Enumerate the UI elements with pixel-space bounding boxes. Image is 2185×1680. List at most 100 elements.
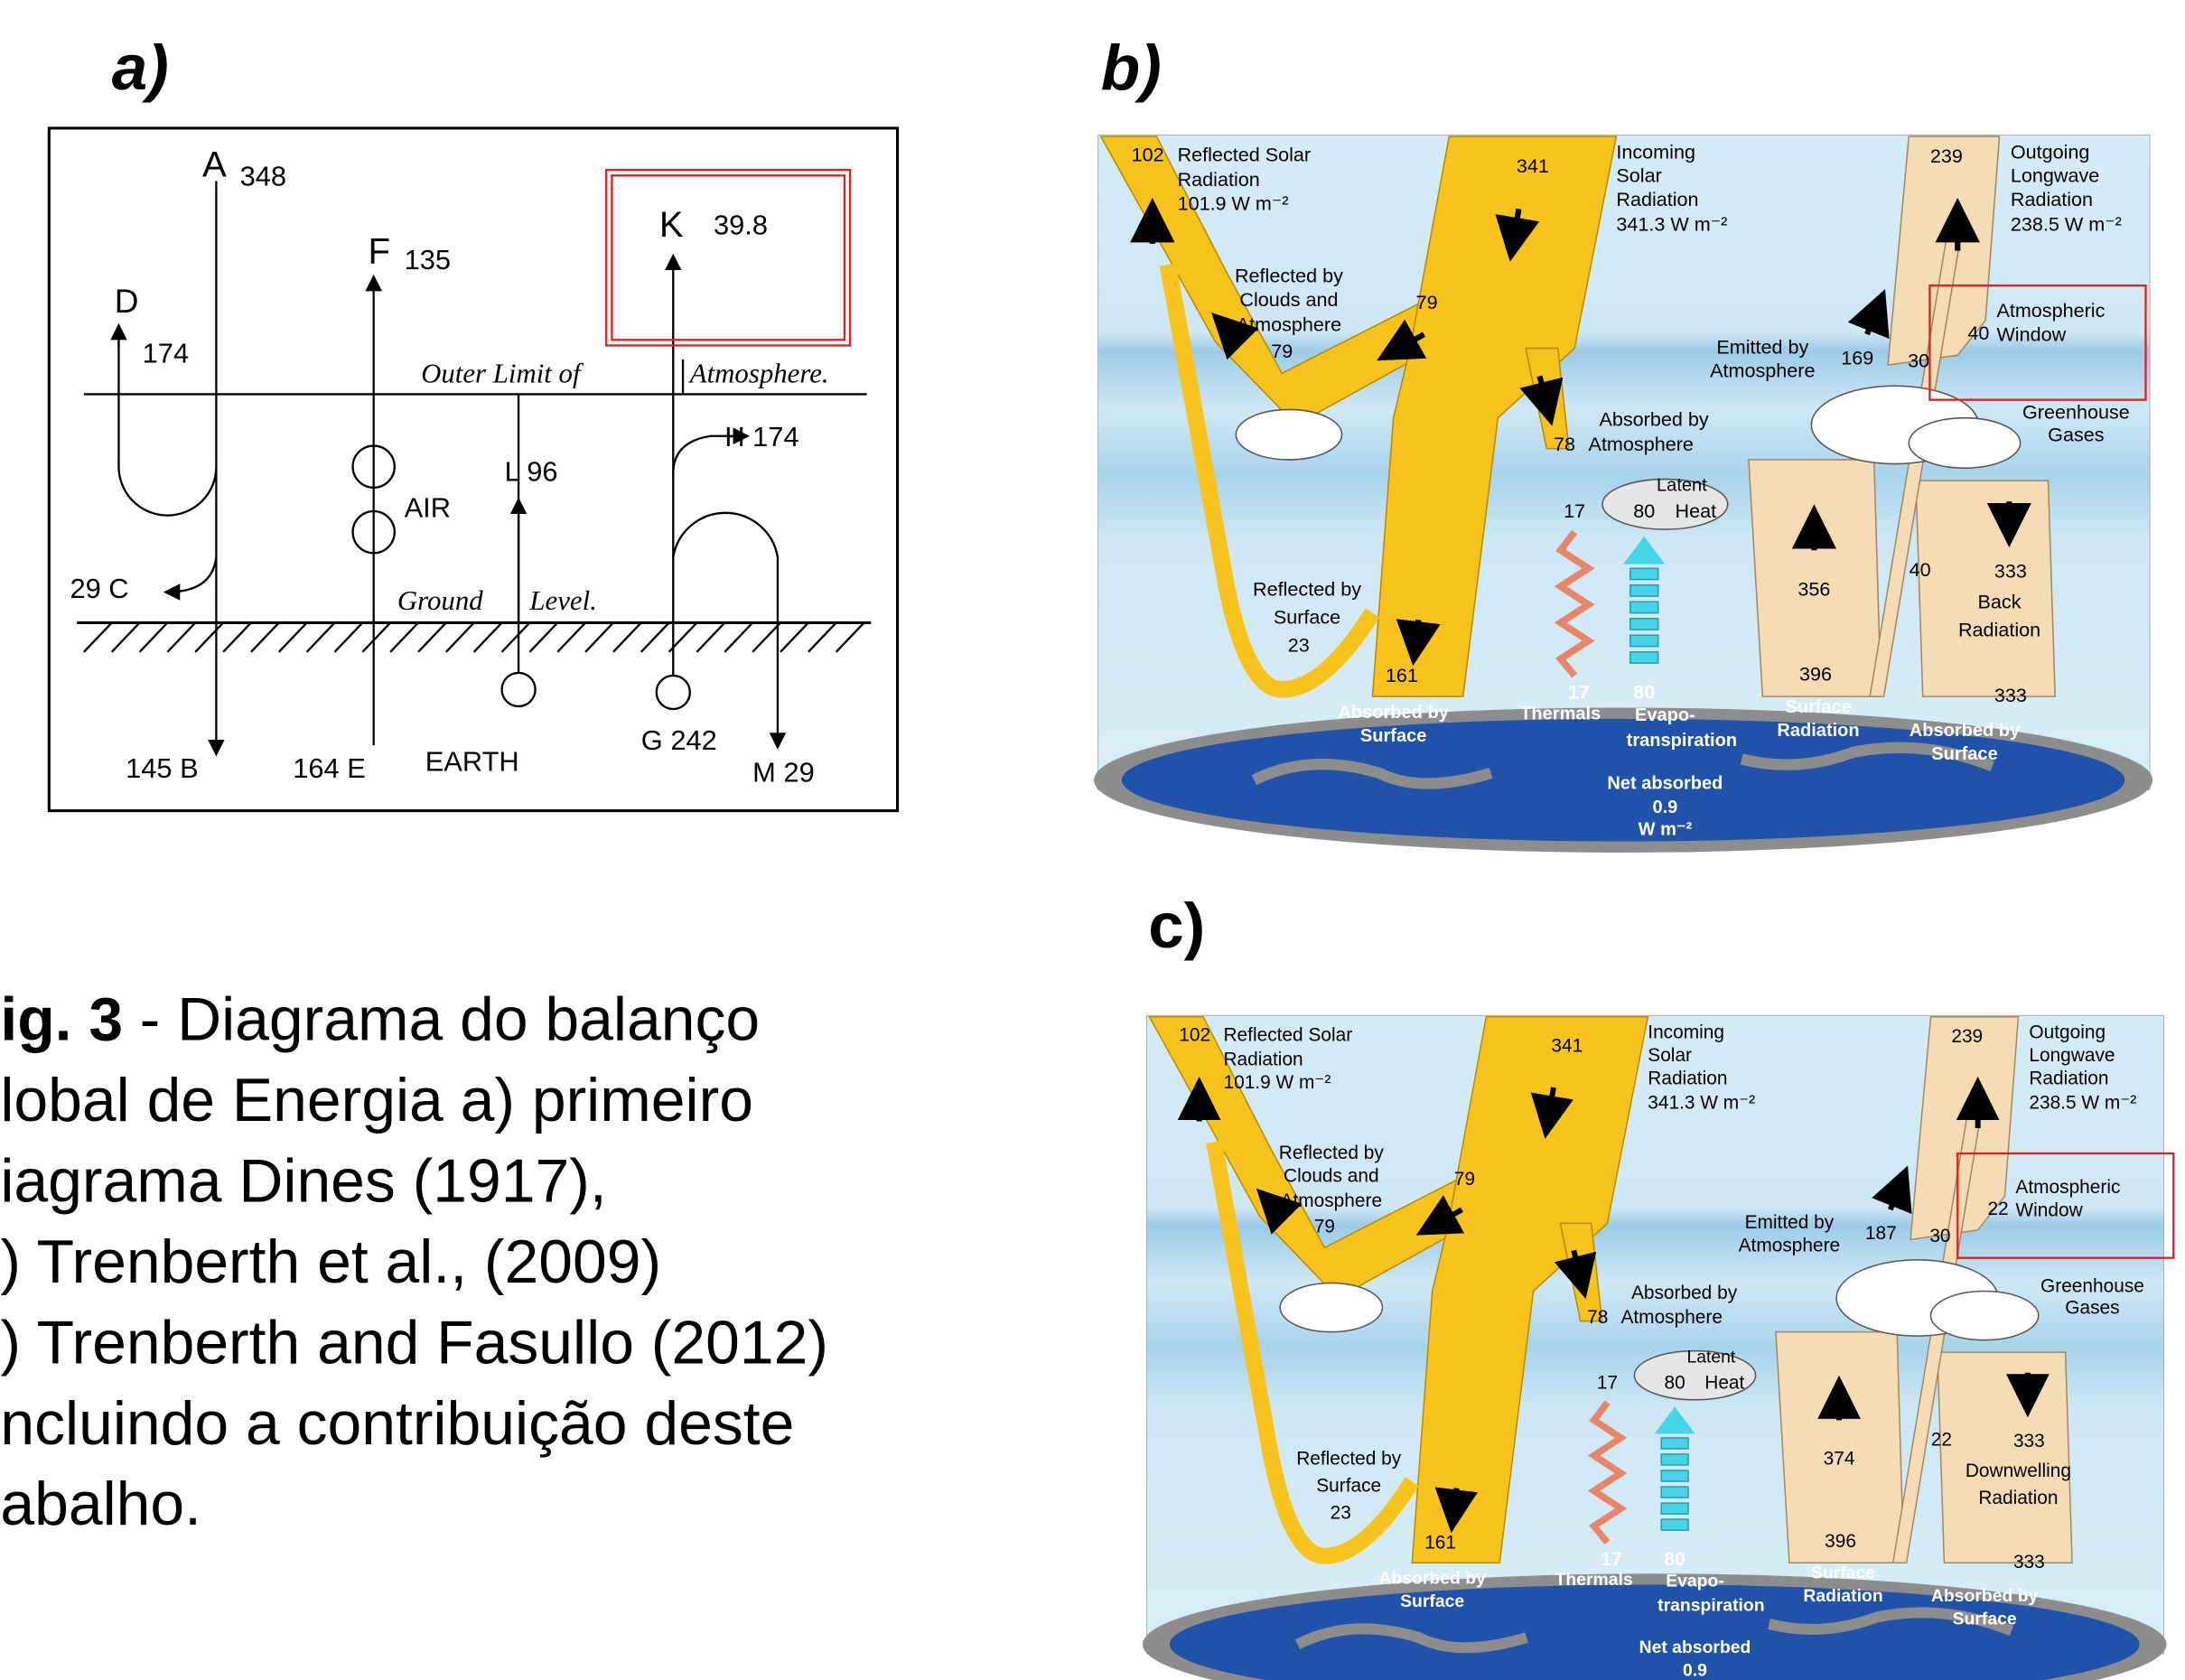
label: 79: [1416, 291, 1438, 313]
label: transpiration: [1657, 1595, 1764, 1615]
label: Outgoing: [2029, 1022, 2106, 1042]
label: 356: [1797, 578, 1830, 601]
label: 341.3 W m⁻²: [1616, 213, 1727, 236]
label: 79: [1271, 340, 1293, 362]
label: 374: [1824, 1448, 1855, 1469]
label: W m⁻²: [1639, 820, 1693, 840]
label: 174: [143, 337, 189, 369]
label: 29 C: [70, 573, 128, 604]
label: Surface: [1400, 1591, 1464, 1611]
label: Atmosphere: [1281, 1190, 1383, 1211]
label: 78: [1587, 1307, 1608, 1328]
label: 78: [1554, 433, 1575, 455]
label: Atmosphere: [1739, 1235, 1841, 1255]
panel-label: a): [112, 33, 169, 104]
label: 161: [1386, 664, 1418, 686]
label: 239: [1930, 145, 1963, 167]
label: 17: [1568, 681, 1590, 704]
label: 102: [1132, 143, 1164, 165]
dines-diagram: A 348 F 135 D 174 K 39.8 Outer Limit of …: [49, 128, 897, 811]
label: 145 B: [126, 752, 199, 784]
label: Emitted by: [1745, 1212, 1835, 1233]
label: Solar: [1616, 164, 1661, 187]
label: Emitted by: [1716, 335, 1808, 358]
label: L 96: [505, 456, 558, 488]
label: Reflected by: [1296, 1448, 1402, 1469]
label: 80: [1633, 681, 1655, 704]
label: 40: [1967, 322, 1989, 344]
label: Back: [1978, 591, 2022, 613]
label: Radiation: [1978, 1488, 2058, 1508]
label: 17: [1597, 1372, 1618, 1393]
label: Atmospheric: [2015, 1177, 2120, 1198]
label: 333: [2013, 1431, 2045, 1451]
label: 164 E: [293, 752, 366, 784]
label: 30: [1929, 1226, 1950, 1246]
label: 80: [1665, 1372, 1685, 1393]
label: Solar: [1648, 1045, 1692, 1066]
caption-line: iagrama Dines (1917),: [0, 1147, 606, 1215]
label: Reflected by: [1253, 578, 1361, 601]
label: F: [369, 231, 390, 271]
label: Window: [2015, 1199, 2083, 1220]
label: Clouds and: [1239, 288, 1338, 311]
label: Greenhouse: [2040, 1275, 2144, 1296]
label: M 29: [752, 757, 815, 789]
label: Reflected by: [1235, 265, 1343, 287]
label: A: [202, 145, 227, 185]
label: 341: [1517, 154, 1549, 177]
label: Surface: [1811, 1563, 1875, 1582]
label: Surface: [1274, 605, 1340, 628]
label: 333: [1994, 560, 2027, 583]
label: Absorbed by: [1599, 407, 1708, 430]
label: 40: [1910, 558, 1931, 581]
label: Absorbed by: [1910, 721, 2021, 741]
label: Thermals: [1520, 704, 1601, 723]
label: 341.3 W m⁻²: [1648, 1092, 1755, 1113]
label: 0.9: [1683, 1661, 1707, 1680]
label: Atmospheric: [1996, 299, 2105, 322]
caption-line: ) Trenberth et al., (2009): [0, 1228, 661, 1296]
label: 169: [1841, 347, 1873, 369]
label: 396: [1799, 663, 1832, 686]
label: 23: [1288, 633, 1310, 656]
label: Thermals: [1555, 1570, 1633, 1590]
label: 396: [1825, 1531, 1856, 1552]
label: Incoming: [1616, 140, 1695, 163]
label: 80: [1665, 1549, 1685, 1570]
label: Evapo-: [1635, 705, 1695, 725]
label: 79: [1454, 1169, 1475, 1190]
label: 348: [240, 161, 286, 192]
diagram-art: [1143, 1015, 2166, 1680]
label: Gases: [2048, 423, 2105, 445]
label: 102: [1179, 1024, 1210, 1045]
label: Net absorbed: [1607, 774, 1723, 794]
label: Radiation: [1777, 721, 1859, 741]
label: H 174: [724, 421, 798, 453]
label: Atmosphere: [1620, 1307, 1723, 1328]
label: 101.9 W m⁻²: [1224, 1072, 1331, 1093]
label: Atmosphere: [1589, 433, 1694, 455]
label: 187: [1865, 1223, 1897, 1244]
figure-label: ig. 3: [0, 986, 123, 1054]
label: Greenhouse: [2022, 401, 2130, 424]
label: 101.9 W m⁻²: [1178, 191, 1289, 214]
label: Latent: [1686, 1347, 1735, 1367]
label: 238.5 W m⁻²: [2011, 213, 2122, 236]
label: Longwave: [2011, 164, 2099, 187]
label: AIR: [405, 492, 451, 524]
label: Absorbed by: [1631, 1283, 1738, 1303]
caption-line: ) Trenberth and Fasullo (2012): [0, 1309, 828, 1377]
label: Longwave: [2029, 1045, 2115, 1066]
label: Reflected Solar: [1178, 143, 1312, 165]
label: Heat: [1704, 1372, 1744, 1393]
label: 17: [1564, 499, 1585, 522]
label: Absorbed by: [1338, 703, 1449, 723]
label: 239: [1951, 1026, 1983, 1047]
label: K: [659, 205, 684, 245]
label: 17: [1601, 1549, 1621, 1570]
label: Net absorbed: [1639, 1638, 1751, 1657]
label: Atmosphere: [1237, 313, 1341, 336]
trenberth-2009-diagram: 102 Reflected Solar Radiation 101.9 W m⁻² 34…: [1094, 135, 2152, 853]
